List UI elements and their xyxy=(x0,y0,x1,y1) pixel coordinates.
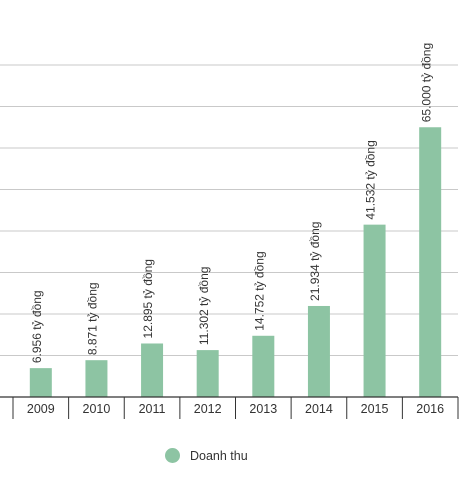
x-tick-label-2011: 2011 xyxy=(139,402,166,416)
x-tick-label-2015: 2015 xyxy=(361,402,389,416)
bar-value-label-2013: 14.752 tỷ đồng xyxy=(252,251,266,330)
bar-chart: 6.956 tỷ đồng 8.871 tỷ đồng 12.895 tỷ đồng… xyxy=(0,43,459,419)
legend-swatch xyxy=(165,448,180,463)
bar-value-label-2015: 41.532 tỷ đồng xyxy=(364,140,378,219)
bar-2015 xyxy=(363,224,386,397)
bar-value-label-2010: 8.871 tỷ đồng xyxy=(86,282,100,355)
bar-2011 xyxy=(141,343,164,397)
x-tick-label-2016: 2016 xyxy=(416,402,444,416)
bar-value-label-2012: 11.302 tỷ đồng xyxy=(197,267,211,346)
bar-value-label-2009: 6.956 tỷ đồng xyxy=(30,290,44,363)
bar-2010 xyxy=(85,360,108,397)
x-tick-label-2014: 2014 xyxy=(305,402,333,416)
x-tick-label-2013: 2013 xyxy=(249,402,277,416)
x-tick-label-2010: 2010 xyxy=(83,402,111,416)
legend-label: Doanh thu xyxy=(190,448,248,463)
bar-value-label-2011: 12.895 tỷ đồng xyxy=(141,259,155,338)
bars xyxy=(29,127,442,397)
gridlines xyxy=(0,64,458,356)
bar-2012 xyxy=(196,350,219,397)
bar-2016 xyxy=(419,127,442,397)
bar-2014 xyxy=(307,305,330,397)
x-tick-label-2012: 2012 xyxy=(194,402,222,416)
legend: Doanh thu xyxy=(165,448,248,463)
bar-2009 xyxy=(29,368,52,397)
bar-value-labels: 6.956 tỷ đồng 8.871 tỷ đồng 12.895 tỷ đồng… xyxy=(30,43,433,363)
x-tick-label-2009: 2009 xyxy=(27,402,55,416)
bar-2013 xyxy=(252,335,275,397)
x-axis: 2009 2010 2011 2012 2013 2014 2015 2016 xyxy=(0,396,459,419)
bar-value-label-2014: 21.934 tỷ đồng xyxy=(308,222,322,301)
bar-value-label-2016: 65.000 tỷ đồng xyxy=(419,43,433,122)
